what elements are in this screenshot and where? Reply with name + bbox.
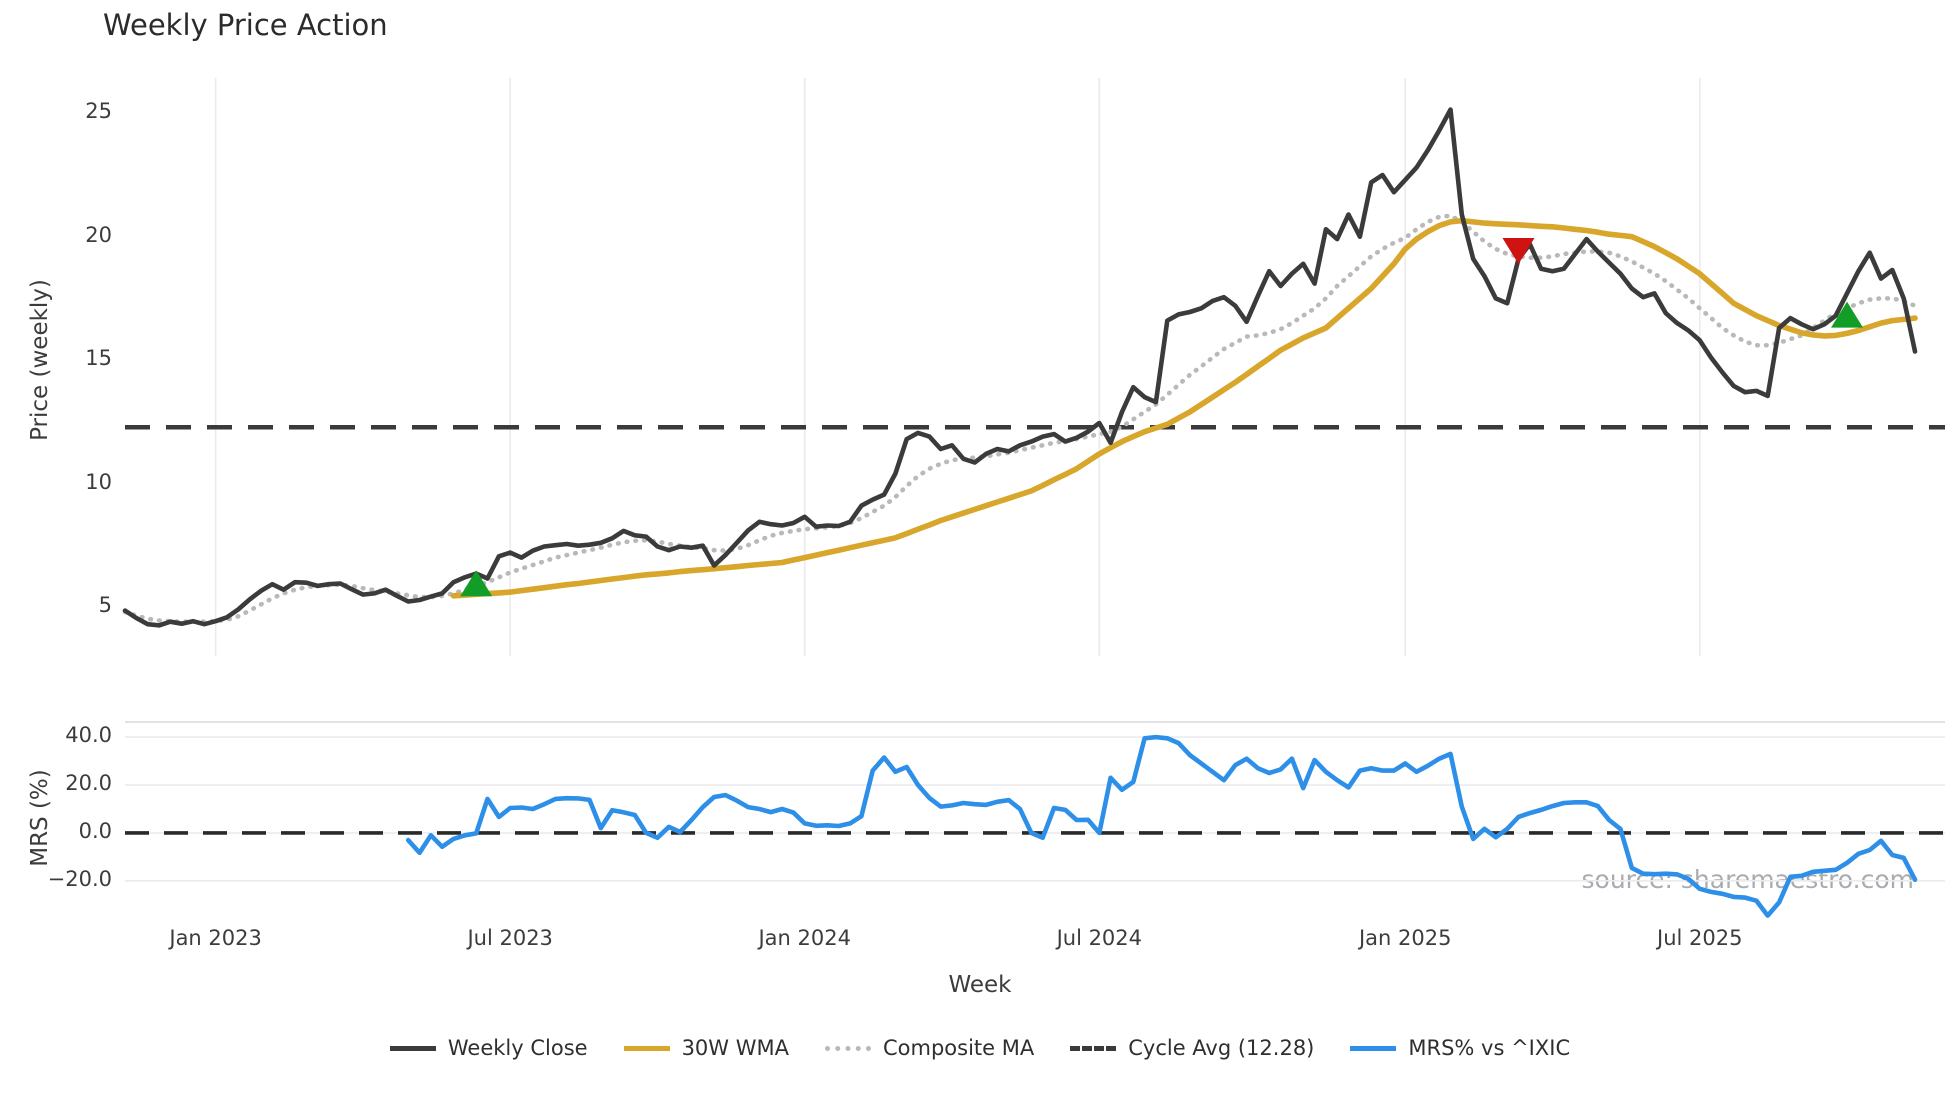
- legend-label: Composite MA: [882, 1036, 1035, 1060]
- mrs-y-tick: 0.0: [78, 818, 112, 843]
- legend-label: Cycle Avg (12.28): [1128, 1036, 1315, 1060]
- price-y-tick: 15: [85, 346, 112, 371]
- legend-item-mrs-vs-ixic: MRS% vs ^IXIC: [1350, 1036, 1570, 1060]
- legend-label: Weekly Close: [447, 1036, 588, 1060]
- buy-signal-marker: [460, 570, 493, 597]
- price-y-tick: 5: [98, 592, 112, 617]
- mrs-y-tick: 40.0: [65, 723, 112, 748]
- price-axis-label: Price (weekly): [27, 279, 53, 441]
- legend-swatch: [623, 1045, 670, 1051]
- price-y-tick: 20: [85, 222, 112, 247]
- buy-signal-marker: [1831, 301, 1864, 328]
- x-tick-jan-2024: Jan 2024: [758, 926, 851, 950]
- legend-item-cycle-avg-12-28-: Cycle Avg (12.28): [1070, 1036, 1314, 1060]
- price-y-tick: 10: [85, 469, 112, 494]
- x-tick-jul-2024: Jul 2024: [1056, 926, 1143, 950]
- sell-signal-marker: [1502, 238, 1535, 265]
- legend-item-weekly-close: Weekly Close: [389, 1036, 588, 1060]
- x-axis-label: Week: [948, 972, 1012, 998]
- x-tick-jan-2023: Jan 2023: [169, 926, 262, 950]
- mrs-y-tick: −20.0: [47, 866, 112, 891]
- legend-label: MRS% vs ^IXIC: [1408, 1036, 1571, 1060]
- composite-ma-line: [122, 213, 1918, 625]
- x-tick-jul-2023: Jul 2023: [467, 926, 553, 950]
- wma-line: [450, 217, 1918, 599]
- legend-swatch: [1350, 1045, 1397, 1051]
- legend-item-30w-wma: 30W WMA: [623, 1036, 789, 1060]
- chart-title: Weekly Price Action: [103, 8, 388, 42]
- legend: Weekly Close 30W WMA Composite MA Cycle Avg…: [0, 1036, 1960, 1060]
- x-tick-jul-2025: Jul 2025: [1657, 926, 1743, 950]
- legend-swatch: [1070, 1045, 1117, 1051]
- mrs-line: [405, 734, 1918, 918]
- price-y-tick: 25: [85, 99, 112, 124]
- weekly-close-line: [122, 107, 1918, 628]
- legend-item-composite-ma: Composite MA: [824, 1036, 1035, 1060]
- legend-swatch: [389, 1045, 436, 1051]
- mrs-axis-label: MRS (%): [27, 769, 53, 867]
- x-tick-jan-2025: Jan 2025: [1358, 926, 1452, 950]
- legend-swatch: [824, 1045, 871, 1051]
- legend-label: 30W WMA: [681, 1036, 789, 1060]
- mrs-y-tick: 20.0: [65, 771, 112, 796]
